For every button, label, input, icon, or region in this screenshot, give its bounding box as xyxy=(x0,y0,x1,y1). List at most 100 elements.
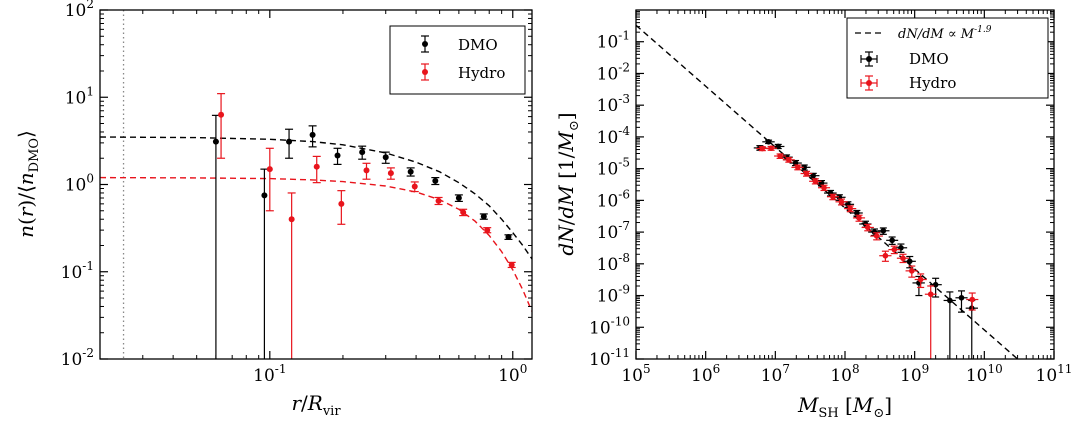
data-marker xyxy=(338,200,345,207)
data-marker xyxy=(838,199,845,205)
right-y-tick-label: 10-3 xyxy=(597,92,630,116)
data-marker xyxy=(411,183,418,190)
data-marker xyxy=(958,294,965,301)
data-marker xyxy=(801,164,808,171)
data-marker xyxy=(847,205,854,212)
right-point-dmo xyxy=(894,243,908,253)
right-point-dmo xyxy=(955,290,968,313)
left-point-hydro xyxy=(217,93,226,159)
data-marker xyxy=(891,246,898,253)
data-marker xyxy=(947,297,953,304)
left-series-dmo xyxy=(211,114,513,359)
right-x-tick-label: 107 xyxy=(761,362,790,386)
left-point-dmo xyxy=(431,176,440,186)
right-x-tick-label: 105 xyxy=(621,362,650,386)
right-legend-marker-hydro xyxy=(860,75,878,91)
left-y-axis-label: n(r)/⟨nDMO⟩ xyxy=(14,130,42,238)
right-point-hydro xyxy=(888,245,901,255)
data-marker xyxy=(460,209,467,216)
left-point-dmo xyxy=(454,194,463,203)
right-point-hydro xyxy=(896,253,910,264)
right-y-axis-label: dN/dM [1/M⊙] xyxy=(554,112,582,255)
left-point-dmo xyxy=(381,151,390,164)
data-marker xyxy=(812,178,819,185)
data-marker xyxy=(768,145,774,152)
left-point-dmo xyxy=(308,125,317,148)
left-panel: 10-1 100 10-2 10-1 100 101 102 r/Rvir n(r)/⟨nD… xyxy=(14,0,533,419)
data-marker xyxy=(759,145,766,152)
right-legend-label-hydro: Hydro xyxy=(909,74,956,92)
right-panel: 105 106 107 108 109 1010 1011 10-11 10-10 10-9 10-… xyxy=(554,9,1072,421)
left-point-dmo xyxy=(479,213,488,220)
left-y-tick-label: 10-2 xyxy=(61,346,94,370)
right-point-hydro xyxy=(826,193,839,201)
right-data-points xyxy=(753,139,979,359)
data-marker xyxy=(856,215,862,221)
data-marker xyxy=(334,152,341,159)
left-point-hydro xyxy=(483,227,492,234)
right-x-tick-label: 106 xyxy=(691,362,720,386)
right-axis-ticks: 105 106 107 108 109 1010 1011 10-11 10-10 10-9 10-… xyxy=(589,10,1072,386)
data-marker xyxy=(906,258,913,265)
right-legend-label-dmo: DMO xyxy=(909,50,949,68)
data-marker xyxy=(765,139,772,145)
right-y-tick-label: 10-5 xyxy=(597,156,630,180)
left-point-dmo xyxy=(285,128,294,159)
right-series-hydro xyxy=(756,145,979,359)
right-point-hydro xyxy=(924,285,937,359)
right-y-tick-label: 10-4 xyxy=(597,124,631,148)
right-point-hydro xyxy=(861,223,874,232)
data-marker xyxy=(803,170,810,177)
left-fit-curve-dmo xyxy=(100,136,532,260)
left-legend: DMO Hydro xyxy=(389,25,526,95)
data-marker xyxy=(480,213,487,220)
left-point-dmo xyxy=(260,168,269,359)
data-marker xyxy=(505,234,512,241)
right-legend-marker-dmo xyxy=(860,51,878,67)
right-y-tick-label: 10-10 xyxy=(589,314,630,338)
data-marker xyxy=(313,163,320,170)
left-point-dmo xyxy=(333,147,342,165)
right-point-hydro xyxy=(914,273,927,289)
right-y-tick-label: 10-11 xyxy=(589,346,630,370)
data-marker xyxy=(777,153,783,159)
data-marker xyxy=(785,156,792,163)
right-point-hydro xyxy=(870,232,883,241)
left-x-tick-label: 100 xyxy=(498,362,527,386)
right-legend-powerlaw-text: dN/dM ∝ M xyxy=(898,27,975,42)
right-x-tick-label: 108 xyxy=(830,362,859,386)
data-marker xyxy=(432,177,439,184)
left-y-tick-label: 101 xyxy=(65,84,94,108)
data-marker xyxy=(821,184,827,191)
left-point-hydro xyxy=(337,190,346,225)
left-legend-label-hydro: Hydro xyxy=(458,64,505,82)
data-marker xyxy=(261,192,268,199)
data-marker xyxy=(387,170,394,177)
right-point-hydro xyxy=(782,156,795,163)
data-marker xyxy=(794,164,801,171)
left-point-hydro xyxy=(410,181,419,193)
data-marker xyxy=(382,154,389,161)
data-marker xyxy=(435,197,442,204)
right-point-dmo xyxy=(886,236,899,245)
left-legend-frame xyxy=(389,25,526,95)
left-point-hydro xyxy=(507,261,516,269)
right-point-hydro xyxy=(818,184,831,192)
data-marker xyxy=(830,193,836,200)
right-point-hydro xyxy=(809,178,822,185)
left-legend-label-dmo: DMO xyxy=(458,36,498,54)
left-legend-marker-dmo xyxy=(421,35,429,53)
right-y-tick-label: 10-9 xyxy=(597,283,630,307)
left-point-hydro xyxy=(312,155,321,184)
left-point-dmo xyxy=(406,167,415,177)
right-y-tick-label: 10-1 xyxy=(597,29,630,53)
right-legend-powerlaw-exp: -1.9 xyxy=(974,25,992,35)
left-y-tick-label: 100 xyxy=(65,172,94,196)
left-y-tick-label: 10-1 xyxy=(61,259,94,283)
data-marker xyxy=(917,276,924,283)
data-marker xyxy=(882,252,889,259)
data-marker xyxy=(969,296,976,303)
data-marker xyxy=(873,233,880,239)
data-marker xyxy=(363,167,370,174)
right-point-dmo xyxy=(762,139,775,145)
